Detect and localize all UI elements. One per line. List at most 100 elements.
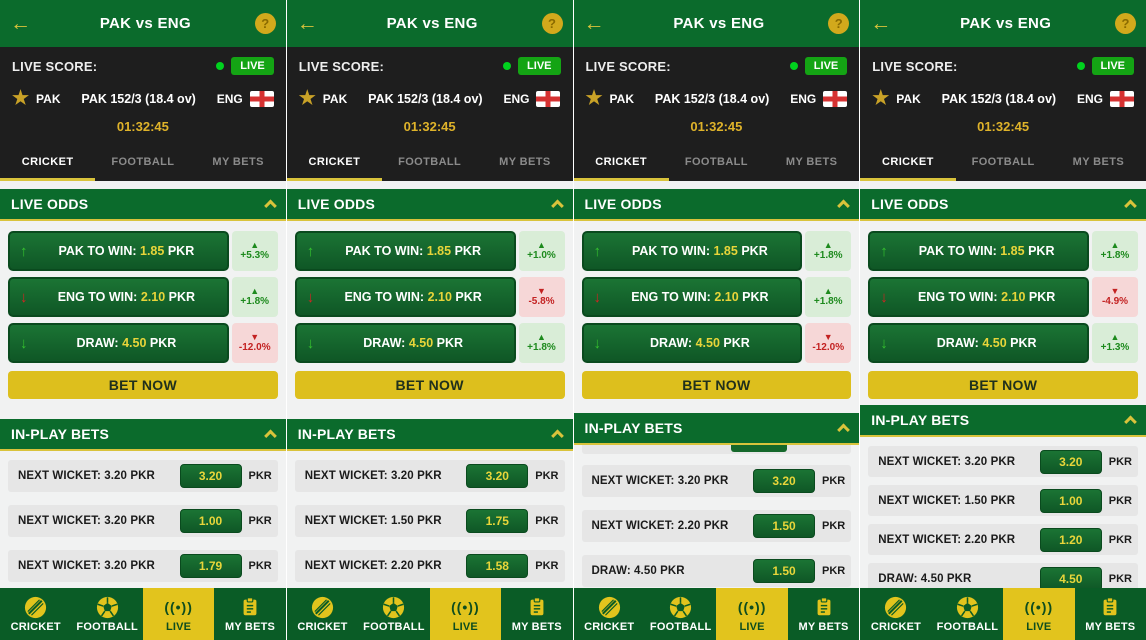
in-play-odds-button[interactable]: 1.00 xyxy=(1039,488,1102,513)
odds-bet-button[interactable]: ↓ DRAW: 4.50 PKR xyxy=(581,323,803,363)
help-icon[interactable]: ? xyxy=(828,13,850,34)
help-icon[interactable]: ? xyxy=(541,13,563,34)
live-score-panel: LIVE SCORE: LIVE ★ PAK PAK 152/3 (18.4 o… xyxy=(0,47,286,145)
in-play-odds-button[interactable]: 3.20 xyxy=(179,464,242,488)
football-icon xyxy=(381,595,406,619)
nav-item-cricket[interactable]: CRICKET xyxy=(574,588,645,640)
in-play-row[interactable]: NEXT WICKET: 1.50 PKR 1.75 PKR xyxy=(294,505,565,537)
back-arrow-icon[interactable]: ← xyxy=(583,12,605,35)
tab-football[interactable]: FOOTBALL xyxy=(398,155,462,168)
in-play-row[interactable]: DRAW: 4.50 PKR 1.50 PKR xyxy=(581,555,852,587)
tab-my-bets[interactable]: MY BETS xyxy=(212,155,264,168)
nav-item-live[interactable]: ((•)) LIVE xyxy=(429,588,502,640)
odds-bet-button[interactable]: ↓ DRAW: 4.50 PKR xyxy=(8,323,229,363)
in-play-list: NEXT WICKET: 3.20 PKR 3.20 PKR NEXT WICK… xyxy=(860,437,1146,588)
in-play-row[interactable]: NEXT WICKET: 2.20 PKR 1.58 PKR xyxy=(294,550,565,582)
nav-item-live[interactable]: ((•)) LIVE xyxy=(142,588,215,640)
nav-item-cricket[interactable]: CRICKET xyxy=(0,588,71,640)
collapse-chevron-icon[interactable] xyxy=(1124,199,1137,212)
in-play-odds-button[interactable]: 3.20 xyxy=(753,469,816,493)
bet-now-button[interactable]: BET NOW xyxy=(581,371,852,399)
in-play-odds-button[interactable]: 1.58 xyxy=(466,554,529,578)
tab-cricket[interactable]: CRICKET xyxy=(0,145,96,181)
nav-item-cricket[interactable]: CRICKET xyxy=(860,588,931,640)
in-play-odds-button[interactable]: 1.50 xyxy=(753,559,816,583)
trend-arrow-icon: ↓ xyxy=(306,334,315,352)
collapse-chevron-icon[interactable] xyxy=(550,199,564,212)
tab-my-bets[interactable]: MY BETS xyxy=(1072,155,1125,168)
in-play-row[interactable]: NEXT WICKET: 2.20 PKR 1.20 PKR xyxy=(868,524,1138,555)
tab-football[interactable]: FOOTBALL xyxy=(111,155,175,168)
tab-my-bets[interactable]: MY BETS xyxy=(785,155,838,168)
in-play-odds-button[interactable]: 3.20 xyxy=(466,464,529,488)
bet-now-button[interactable]: BET NOW xyxy=(294,371,565,399)
back-arrow-icon[interactable]: ← xyxy=(296,12,318,35)
in-play-row[interactable]: NEXT WICKET: 2.20 PKR 1.50 PKR xyxy=(581,510,852,542)
team-home-name: PAK xyxy=(322,91,348,106)
help-icon[interactable]: ? xyxy=(254,13,276,34)
nav-item-my-bets[interactable]: MY BETS xyxy=(788,588,859,640)
trend-arrow-icon: ↑ xyxy=(593,242,602,260)
in-play-row[interactable]: NEXT WICKET: 3.20 PKR 3.20 PKR xyxy=(868,446,1138,477)
nav-item-my-bets[interactable]: MY BETS xyxy=(1075,588,1146,640)
back-arrow-icon[interactable]: ← xyxy=(10,12,31,35)
in-play-row[interactable]: DRAW: 4.50 PKR 4.50 PKR xyxy=(868,563,1138,588)
odds-bet-button[interactable]: ↑ PAK TO WIN: 1.85 PKR xyxy=(581,231,803,271)
tab-football[interactable]: FOOTBALL xyxy=(684,155,748,168)
collapse-chevron-icon[interactable] xyxy=(837,199,851,212)
team-away-name: ENG xyxy=(790,91,817,106)
help-icon[interactable]: ? xyxy=(1115,13,1136,34)
odds-bet-button[interactable]: ↑ PAK TO WIN: 1.85 PKR xyxy=(8,231,229,271)
collapse-chevron-icon[interactable] xyxy=(837,423,851,436)
back-arrow-icon[interactable]: ← xyxy=(870,12,892,35)
tab-football[interactable]: FOOTBALL xyxy=(971,155,1035,168)
collapse-chevron-icon[interactable] xyxy=(550,429,564,442)
nav-item-football[interactable]: FOOTBALL xyxy=(71,588,142,640)
tab-my-bets[interactable]: MY BETS xyxy=(499,155,551,168)
in-play-odds-button[interactable]: 1.79 xyxy=(179,554,242,578)
odds-bet-button[interactable]: ↑ PAK TO WIN: 1.85 PKR xyxy=(868,231,1089,271)
odds-bet-button[interactable]: ↑ PAK TO WIN: 1.85 PKR xyxy=(294,231,516,271)
in-play-odds-button[interactable]: 3.20 xyxy=(1039,449,1102,474)
in-play-bets-header: IN-PLAY BETS xyxy=(0,419,286,451)
nav-item-live[interactable]: ((•)) LIVE xyxy=(1003,588,1075,640)
in-play-odds-button[interactable]: 4.50 xyxy=(1039,566,1102,588)
odds-row: ↑ PAK TO WIN: 1.85 PKR ▲ +1.8% xyxy=(581,231,852,271)
in-play-row[interactable]: NEXT WICKET: 3.20 PKR 3.20 PKR xyxy=(581,465,852,497)
in-play-odds-button[interactable]: 1.00 xyxy=(179,509,242,533)
odds-bet-button[interactable]: ↓ DRAW: 4.50 PKR xyxy=(868,323,1089,363)
in-play-row[interactable]: NEXT WICKET: 1.50 PKR 1.00 PKR xyxy=(868,485,1138,516)
in-play-row[interactable]: NEXT WICKET: 3.20 PKR 3.20 PKR xyxy=(294,460,565,492)
nav-item-football[interactable]: FOOTBALL xyxy=(645,588,716,640)
in-play-row[interactable]: NEXT WICKET: 3.20 PKR 3.20 PKR xyxy=(8,460,278,492)
nav-item-football[interactable]: FOOTBALL xyxy=(358,588,429,640)
in-play-row[interactable]: NEXT WICKET: 3.20 PKR 1.00 PKR xyxy=(8,505,278,537)
collapse-chevron-icon[interactable] xyxy=(1124,415,1137,428)
nav-item-my-bets[interactable]: MY BETS xyxy=(501,588,572,640)
odds-value: 2.10 xyxy=(1001,290,1026,304)
england-flag-icon xyxy=(1109,90,1134,107)
odds-bet-button[interactable]: ↓ ENG TO WIN: 2.10 PKR xyxy=(8,277,229,317)
nav-label: FOOTBALL xyxy=(76,621,138,633)
in-play-row[interactable]: NEXT WICKET: 3.20 PKR 1.79 PKR xyxy=(8,550,278,582)
tab-cricket[interactable]: CRICKET xyxy=(860,145,956,181)
collapse-chevron-icon[interactable] xyxy=(263,429,277,442)
odds-bet-button[interactable]: ↓ ENG TO WIN: 2.10 PKR xyxy=(294,277,516,317)
bet-now-button[interactable]: BET NOW xyxy=(8,371,278,399)
nav-item-my-bets[interactable]: MY BETS xyxy=(214,588,285,640)
nav-item-cricket[interactable]: CRICKET xyxy=(287,588,358,640)
odds-bet-button[interactable]: ↓ ENG TO WIN: 2.10 PKR xyxy=(868,277,1089,317)
nav-item-football[interactable]: FOOTBALL xyxy=(932,588,1003,640)
odds-bet-button[interactable]: ↓ DRAW: 4.50 PKR xyxy=(294,323,516,363)
in-play-odds-button[interactable]: 1.20 xyxy=(1039,527,1102,552)
in-play-odds-button[interactable]: 1.75 xyxy=(466,509,529,533)
odds-bet-button[interactable]: ↓ ENG TO WIN: 2.10 PKR xyxy=(581,277,803,317)
collapse-chevron-icon[interactable] xyxy=(263,199,277,212)
nav-item-live[interactable]: ((•)) LIVE xyxy=(716,588,788,640)
tab-cricket[interactable]: CRICKET xyxy=(573,145,669,181)
bet-now-button[interactable]: BET NOW xyxy=(868,371,1138,399)
tab-cricket[interactable]: CRICKET xyxy=(286,145,382,181)
odds-value: 2.10 xyxy=(140,290,166,304)
in-play-odds-button[interactable]: 1.50 xyxy=(753,514,816,538)
live-badge: LIVE xyxy=(1091,57,1134,75)
